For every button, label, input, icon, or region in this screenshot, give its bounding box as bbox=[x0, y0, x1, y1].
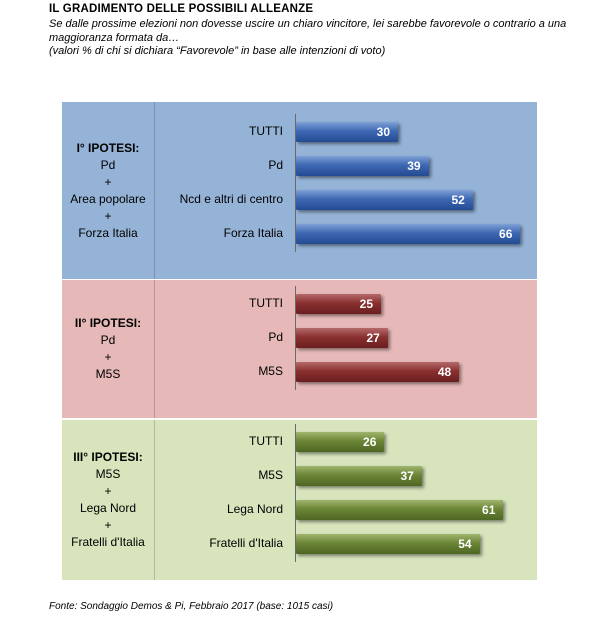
data-bar: 54 bbox=[296, 534, 480, 554]
hypothesis-line: + bbox=[104, 208, 112, 223]
data-bar: 52 bbox=[296, 190, 473, 210]
value-axis bbox=[295, 114, 296, 252]
alliance-panel-2: II° IPOTESI: Pd + M5S TUTTI 25 Pd 27 M5S 48 bbox=[62, 280, 537, 418]
chart-note: (valori % di chi si dichiara “Favorevole… bbox=[49, 45, 386, 57]
data-label: 37 bbox=[400, 469, 414, 483]
hypothesis-line: Pd bbox=[100, 157, 116, 172]
chart-subtitle: Se dalle prossime elezioni non dovesse u… bbox=[49, 18, 567, 44]
category-label: Lega Nord bbox=[226, 502, 283, 516]
data-label: 30 bbox=[376, 125, 390, 139]
hypothesis-label: II° IPOTESI: Pd + M5S bbox=[62, 280, 154, 418]
hypothesis-line: Pd bbox=[100, 333, 116, 347]
hypothesis-line: Fratelli d'Italia bbox=[71, 535, 145, 549]
hypothesis-line: Lega Nord bbox=[79, 501, 137, 515]
chart-title: IL GRADIMENTO DELLE POSSIBILI ALLEANZE bbox=[49, 3, 314, 15]
category-label: Ncd e altri di centro bbox=[179, 192, 283, 206]
category-label: TUTTI bbox=[249, 434, 283, 448]
data-label: 54 bbox=[458, 537, 472, 551]
hypothesis-line: Area popolare bbox=[70, 191, 146, 206]
hypothesis-line: + bbox=[104, 518, 112, 532]
category-label: TUTTI bbox=[249, 296, 283, 310]
hypothesis-line: + bbox=[104, 350, 112, 364]
data-label: 25 bbox=[359, 297, 373, 311]
alliance-panel-1: I° IPOTESI: Pd + Area popolare + Forza Italia… bbox=[62, 102, 537, 279]
panel-divider bbox=[154, 102, 155, 279]
hypothesis-line: + bbox=[104, 484, 112, 498]
data-bar: 48 bbox=[296, 362, 460, 382]
data-label: 48 bbox=[437, 365, 452, 379]
panel-divider bbox=[154, 280, 155, 418]
hypothesis-title: II° IPOTESI: bbox=[74, 316, 142, 330]
category-label: Pd bbox=[268, 330, 283, 344]
hypothesis-title: I° IPOTESI: bbox=[76, 140, 140, 155]
data-bar: 37 bbox=[296, 466, 422, 486]
hypothesis-line: M5S bbox=[95, 367, 121, 381]
category-label: Pd bbox=[268, 158, 283, 172]
hypothesis-title: III° IPOTESI: bbox=[73, 450, 143, 464]
alliance-panel-3: III° IPOTESI: M5S + Lega Nord + Fratelli d'It… bbox=[62, 420, 537, 580]
data-bar: 25 bbox=[296, 294, 381, 314]
hypothesis-label: III° IPOTESI: M5S + Lega Nord + Fratelli d'It… bbox=[62, 420, 154, 580]
data-bar: 39 bbox=[296, 156, 429, 176]
data-bar: 61 bbox=[296, 500, 504, 520]
hypothesis-line: Forza Italia bbox=[78, 225, 138, 240]
value-axis bbox=[295, 286, 296, 390]
data-label: 39 bbox=[407, 159, 421, 173]
category-label: M5S bbox=[258, 468, 283, 482]
data-label: 66 bbox=[499, 227, 513, 241]
data-label: 61 bbox=[482, 503, 496, 517]
data-bar: 26 bbox=[296, 432, 385, 452]
hypothesis-line: M5S bbox=[95, 467, 121, 481]
hypothesis-line: + bbox=[104, 174, 112, 189]
hypothesis-label: I° IPOTESI: Pd + Area popolare + Forza Italia bbox=[62, 102, 154, 279]
category-label: Forza Italia bbox=[223, 226, 283, 240]
category-label: M5S bbox=[258, 364, 283, 378]
data-label: 52 bbox=[451, 193, 465, 207]
category-label: TUTTI bbox=[249, 124, 283, 138]
value-axis bbox=[295, 424, 296, 562]
data-bar: 27 bbox=[296, 328, 388, 348]
data-label: 27 bbox=[366, 331, 380, 345]
category-label: Fratelli d'Italia bbox=[209, 536, 283, 550]
data-bar: 66 bbox=[296, 224, 521, 244]
panel-divider bbox=[154, 420, 155, 580]
data-bar: 30 bbox=[296, 122, 398, 142]
source-footer: Fonte: Sondaggio Demos & Pi, Febbraio 20… bbox=[49, 601, 334, 612]
data-label: 26 bbox=[363, 435, 377, 449]
